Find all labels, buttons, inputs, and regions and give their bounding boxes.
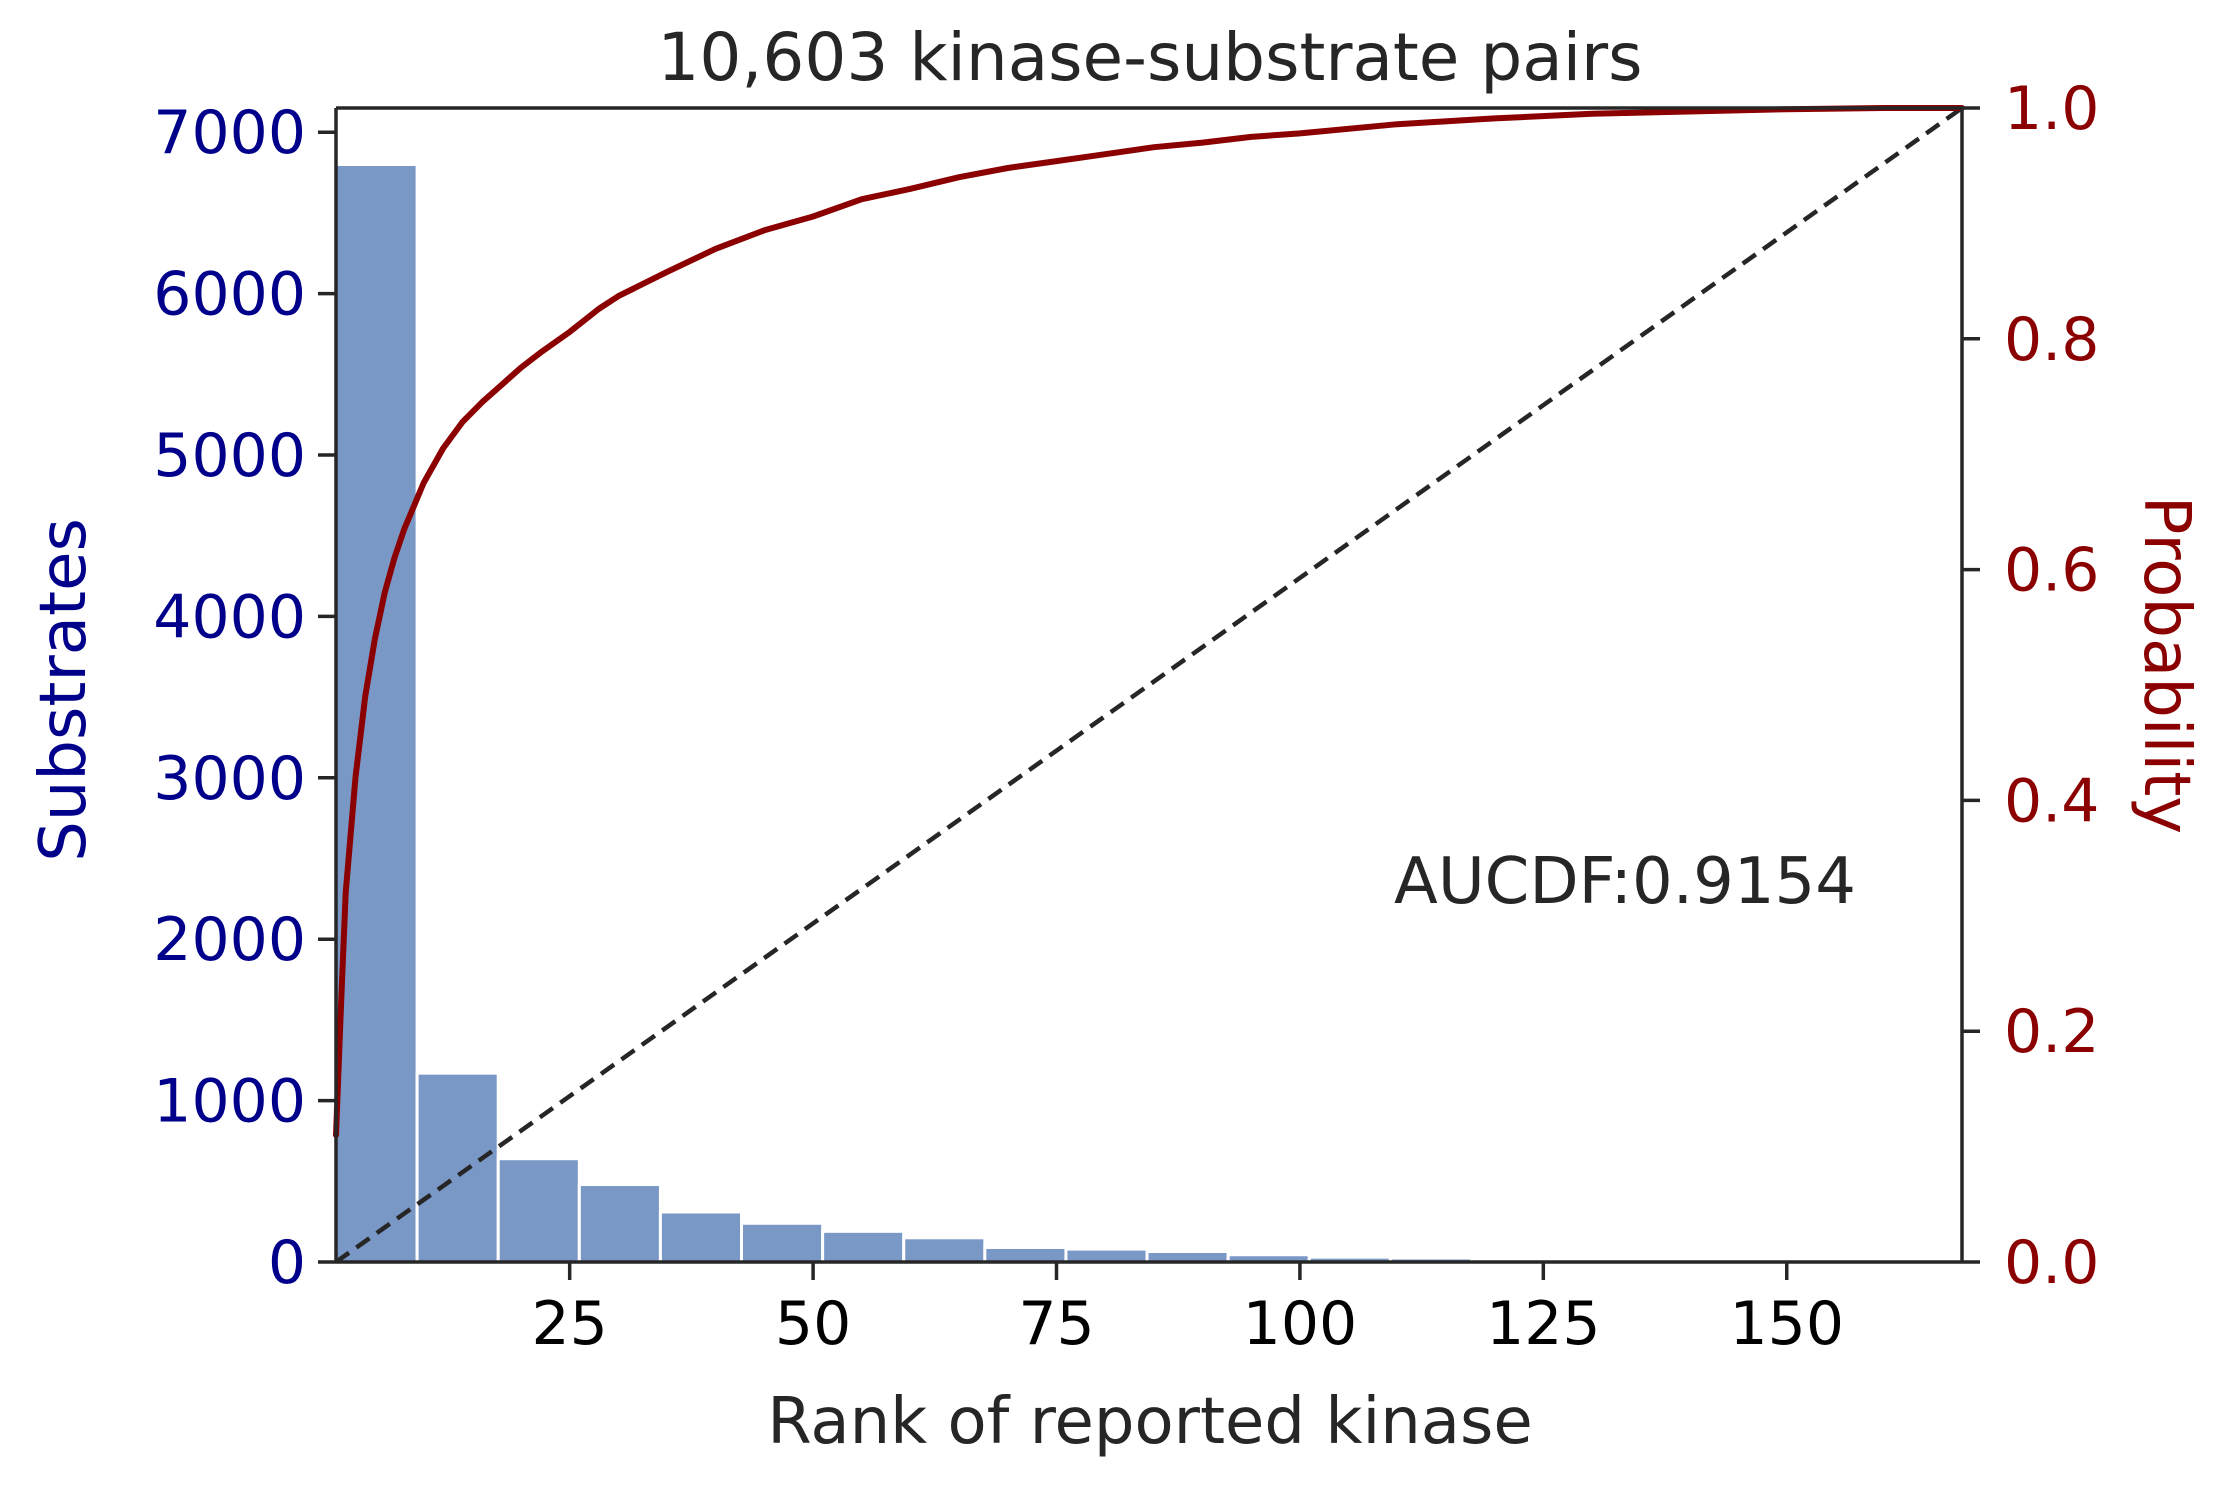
left-y-tick-label: 4000	[153, 582, 306, 652]
histogram-bar	[415, 1071, 500, 1264]
axis-ticks: 25 50 75 100 125 150 0 1000 2000 3000 4000 5000 6000…	[153, 74, 2099, 1359]
right-y-tick-label: 0.0	[2004, 1228, 2099, 1298]
chart-title: 10,603 kinase-substrate pairs	[657, 19, 1642, 96]
histogram-bar	[983, 1245, 1068, 1264]
x-tick-label: 125	[1486, 1289, 1601, 1359]
histogram-bars	[334, 162, 1960, 1264]
histogram-bar	[577, 1183, 662, 1264]
left-y-tick-label: 0	[268, 1228, 306, 1298]
cdf-curve	[333, 105, 1965, 1139]
histogram-bar	[740, 1221, 825, 1264]
left-y-axis-label: Substrates	[27, 518, 101, 862]
left-y-tick-label: 3000	[153, 744, 306, 814]
cdf-line	[333, 105, 1965, 1139]
aucdf-annotation: AUCDF:0.9154	[1394, 845, 1856, 919]
histogram-bar	[334, 162, 419, 1264]
left-y-tick-label: 2000	[153, 905, 306, 975]
left-y-tick-label: 5000	[153, 421, 306, 491]
histogram-bar	[658, 1210, 744, 1264]
right-y-tick-label: 1.0	[2004, 74, 2099, 144]
histogram-bar	[1064, 1247, 1149, 1264]
x-tick-label: 50	[775, 1289, 851, 1359]
left-y-tick-label: 7000	[153, 98, 306, 168]
right-y-axis-label: Probability	[2129, 496, 2203, 834]
diagonal-reference-line	[334, 106, 1964, 1264]
histogram-bar	[496, 1157, 581, 1264]
diagonal-line	[334, 106, 1964, 1264]
right-y-tick-label: 0.6	[2004, 536, 2099, 606]
plot-frame	[334, 106, 1964, 1264]
x-axis-label: Rank of reported kinase	[767, 1385, 1532, 1459]
right-y-tick-label: 0.4	[2004, 766, 2099, 836]
x-tick-label: 75	[1018, 1289, 1094, 1359]
x-tick-label: 25	[531, 1289, 607, 1359]
left-y-tick-label: 6000	[153, 260, 306, 330]
right-y-tick-label: 0.8	[2004, 305, 2099, 375]
histogram-bar	[902, 1236, 987, 1264]
histogram-bar	[821, 1229, 906, 1264]
right-y-tick-label: 0.2	[2004, 997, 2099, 1067]
x-tick-label: 100	[1243, 1289, 1358, 1359]
left-y-tick-label: 1000	[153, 1067, 306, 1137]
x-tick-label: 150	[1729, 1289, 1844, 1359]
